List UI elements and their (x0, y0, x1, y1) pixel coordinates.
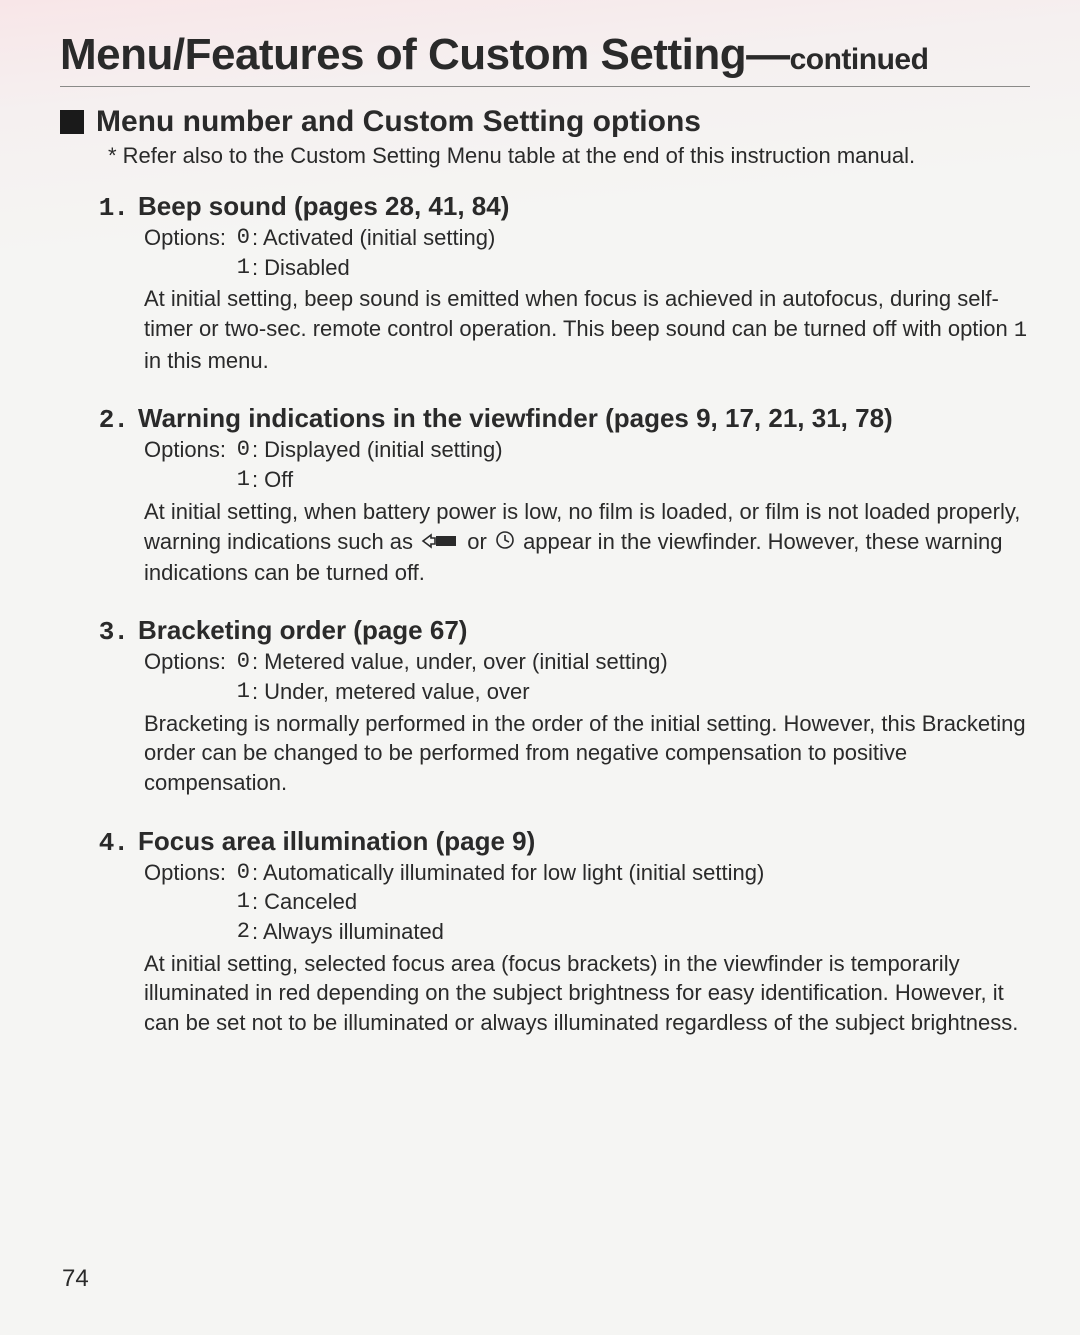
option-glyph: 1 (226, 465, 250, 495)
options-label: Options: (144, 435, 226, 494)
option-line: 2: Always illuminated (226, 917, 1030, 947)
option-text: : Canceled (252, 887, 357, 917)
option-text: : Under, metered value, over (252, 677, 530, 707)
section-header: Menu number and Custom Setting options (60, 105, 1030, 139)
item-header: 2. Warning indications in the viewfinder… (98, 403, 1030, 435)
menu-item-3: 3. Bracketing order (page 67) Options: 0… (98, 615, 1030, 797)
desc-mid: or (461, 529, 493, 554)
rewind-icon (495, 528, 515, 558)
option-glyph: 0 (226, 647, 250, 677)
option-line: 1: Off (226, 465, 1030, 495)
item-body: Options: 0: Displayed (initial setting) … (144, 435, 1030, 587)
manual-page: Menu/Features of Custom Setting—continue… (0, 0, 1080, 1335)
item-description: At initial setting, selected focus area … (144, 949, 1030, 1038)
options-block: Options: 0: Displayed (initial setting) … (144, 435, 1030, 494)
item-description: At initial setting, when battery power i… (144, 497, 1030, 587)
reference-note: * Refer also to the Custom Setting Menu … (108, 143, 1030, 169)
item-body: Options: 0: Automatically illuminated fo… (144, 858, 1030, 1038)
option-text: : Disabled (252, 253, 350, 283)
desc-post: in this menu. (144, 348, 269, 373)
item-title: Beep sound (pages 28, 41, 84) (138, 191, 509, 222)
menu-item-1: 1. Beep sound (pages 28, 41, 84) Options… (98, 191, 1030, 375)
option-line: 0: Metered value, under, over (initial s… (226, 647, 1030, 677)
option-line: 0: Activated (initial setting) (226, 223, 1030, 253)
item-number: 3. (98, 617, 128, 647)
option-glyph: 1 (226, 253, 250, 283)
option-glyph: 0 (226, 435, 250, 465)
option-line: 0: Displayed (initial setting) (226, 435, 1030, 465)
item-header: 3. Bracketing order (page 67) (98, 615, 1030, 647)
option-glyph: 0 (226, 223, 250, 253)
option-text: : Off (252, 465, 293, 495)
option-glyph: 2 (226, 917, 250, 947)
options-list: 0: Activated (initial setting) 1: Disabl… (226, 223, 1030, 282)
option-text: : Displayed (initial setting) (252, 435, 503, 465)
option-text: : Automatically illuminated for low ligh… (252, 858, 764, 888)
option-text: : Always illuminated (252, 917, 444, 947)
option-text: : Activated (initial setting) (252, 223, 495, 253)
options-label: Options: (144, 858, 226, 947)
options-list: 0: Displayed (initial setting) 1: Off (226, 435, 1030, 494)
item-description: Bracketing is normally performed in the … (144, 709, 1030, 798)
option-line: 1: Disabled (226, 253, 1030, 283)
item-number: 2. (98, 405, 128, 435)
title-rule (60, 86, 1030, 87)
item-number: 1. (98, 193, 128, 223)
page-title: Menu/Features of Custom Setting—continue… (60, 30, 1030, 80)
option-line: 1: Under, metered value, over (226, 677, 1030, 707)
options-block: Options: 0: Automatically illuminated fo… (144, 858, 1030, 947)
options-label: Options: (144, 647, 226, 706)
inline-glyph: 1 (1014, 318, 1027, 343)
menu-item-4: 4. Focus area illumination (page 9) Opti… (98, 826, 1030, 1038)
title-continued: continued (790, 43, 929, 76)
option-line: 1: Canceled (226, 887, 1030, 917)
square-bullet-icon (60, 110, 84, 134)
options-block: Options: 0: Activated (initial setting) … (144, 223, 1030, 282)
item-description: At initial setting, beep sound is emitte… (144, 284, 1030, 375)
options-label: Options: (144, 223, 226, 282)
desc-pre: At initial setting, beep sound is emitte… (144, 286, 1014, 341)
item-header: 4. Focus area illumination (page 9) (98, 826, 1030, 858)
item-body: Options: 0: Activated (initial setting) … (144, 223, 1030, 375)
item-number: 4. (98, 828, 128, 858)
option-text: : Metered value, under, over (initial se… (252, 647, 668, 677)
option-glyph: 1 (226, 887, 250, 917)
item-title: Focus area illumination (page 9) (138, 826, 535, 857)
title-main: Menu/Features of Custom Setting— (60, 30, 790, 79)
options-list: 0: Metered value, under, over (initial s… (226, 647, 1030, 706)
option-line: 0: Automatically illuminated for low lig… (226, 858, 1030, 888)
page-number: 74 (62, 1265, 89, 1293)
item-body: Options: 0: Metered value, under, over (… (144, 647, 1030, 797)
item-title: Bracketing order (page 67) (138, 615, 467, 646)
menu-item-2: 2. Warning indications in the viewfinder… (98, 403, 1030, 587)
film-cartridge-icon (421, 528, 459, 558)
section-title: Menu number and Custom Setting options (96, 105, 701, 139)
item-title: Warning indications in the viewfinder (p… (138, 403, 893, 434)
option-glyph: 1 (226, 677, 250, 707)
options-block: Options: 0: Metered value, under, over (… (144, 647, 1030, 706)
option-glyph: 0 (226, 858, 250, 888)
options-list: 0: Automatically illuminated for low lig… (226, 858, 1030, 947)
item-header: 1. Beep sound (pages 28, 41, 84) (98, 191, 1030, 223)
